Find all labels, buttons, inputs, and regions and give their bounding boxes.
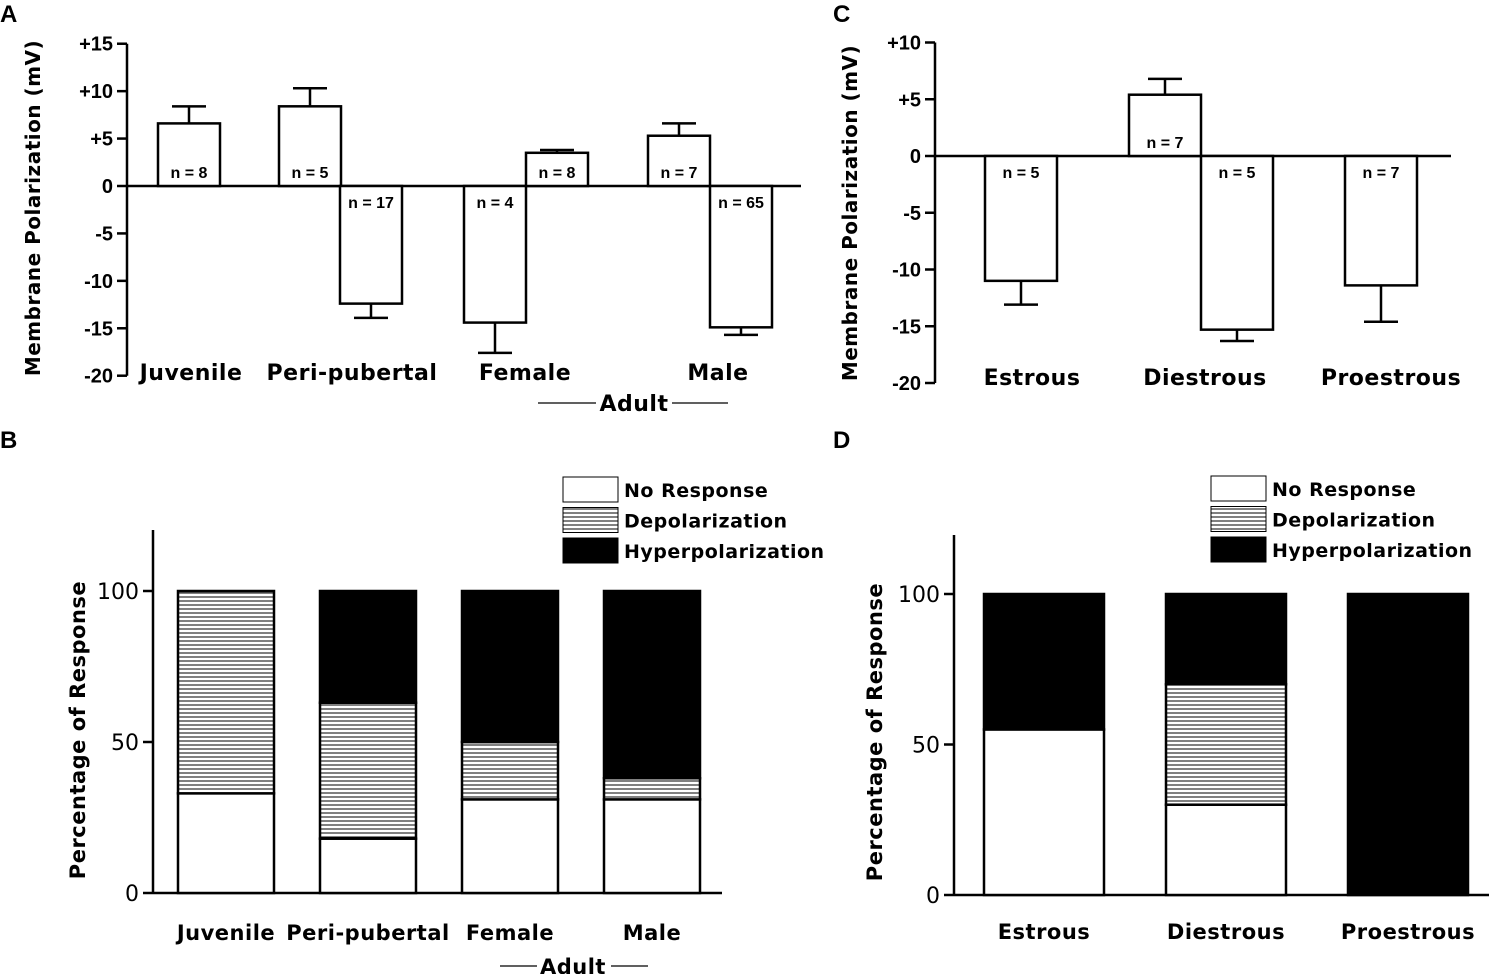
y-tick-label: 100 <box>898 583 940 608</box>
y-tick-label: -10 <box>892 260 921 282</box>
y-tick-label: -10 <box>84 271 113 293</box>
segment-estrous-hyperpolarization <box>982 592 1106 731</box>
y-tick-label: +5 <box>898 89 921 111</box>
y-tick-label: 0 <box>125 882 139 907</box>
x-category-label: Juvenile <box>175 921 275 945</box>
y-tick-label: +10 <box>887 33 921 55</box>
bar-proestrous-hyperpolarization <box>1343 154 1419 287</box>
bar-female-depolarization <box>646 134 712 188</box>
y-tick-label: -20 <box>84 366 113 388</box>
bar-diestrous-depolarization <box>1127 93 1203 158</box>
y-tick-label: 0 <box>102 176 113 198</box>
n-label: n = 4 <box>477 195 514 212</box>
x-category-label: Proestrous <box>1341 920 1475 944</box>
x-category-label: Juvenile <box>138 361 243 386</box>
segment-diestrous-no-response <box>1164 803 1288 897</box>
segment-female-depolarization <box>460 740 560 801</box>
panel-letter-c: C <box>833 1 850 28</box>
n-label: n = 8 <box>539 165 576 182</box>
x-category-label: Peri-pubertal <box>267 361 438 386</box>
y-axis-label: Percentage of Response <box>66 581 90 879</box>
x-category-label: Female <box>466 921 554 945</box>
segment-female-no-response <box>460 798 560 895</box>
n-label: n = 65 <box>718 195 764 212</box>
n-label: n = 7 <box>661 165 698 182</box>
panel-a-chart: +15 +10 +5 0 -5 -10 -15 -20 Membrane Polarizatio… <box>21 34 801 417</box>
panel-c-chart: +10 +5 0 -5 -10 -15 -20 Membrane Polarization (… <box>838 33 1461 396</box>
y-axis-label: Membrane Polarization (mV) <box>838 45 862 381</box>
x-category-label: Diestrous <box>1143 366 1267 391</box>
segment-peri-pubertal-depolarization <box>318 701 418 840</box>
x-category-label: Male <box>687 361 748 386</box>
legend-label-depolarization: Depolarization <box>1272 510 1436 532</box>
y-axis-label: Membrane Polarization (mV) <box>21 40 45 376</box>
bar-estrous-hyperpolarization <box>983 154 1059 283</box>
segment-juvenile-no-response <box>176 792 276 895</box>
segment-male-no-response <box>602 798 702 895</box>
n-label: n = 8 <box>171 165 208 182</box>
bar-male-depolarization <box>524 151 590 188</box>
panel-letter-a: A <box>0 1 17 28</box>
bar-female-hyperpolarization <box>338 184 404 305</box>
segment-male-depolarization <box>602 776 702 801</box>
legend-swatch-depolarization <box>1210 506 1267 532</box>
y-tick-label: +15 <box>79 34 113 56</box>
y-tick-label: 100 <box>97 580 139 605</box>
n-label: n = 5 <box>292 165 329 182</box>
segment-diestrous-hyperpolarization <box>1164 592 1288 686</box>
y-axis-label: Percentage of Response <box>863 583 887 881</box>
x-category-label: Proestrous <box>1321 366 1461 391</box>
n-label: n = 7 <box>1147 135 1184 152</box>
legend-swatch-hyperpolarization <box>562 537 619 564</box>
segment-juvenile-depolarization <box>176 589 276 795</box>
segment-male-hyperpolarization <box>602 589 702 780</box>
segment-female-hyperpolarization <box>460 589 560 744</box>
x-category-label: Estrous <box>998 920 1091 944</box>
n-label: n = 7 <box>1363 165 1400 182</box>
segment-peri-pubertal-no-response <box>318 837 418 895</box>
legend-swatch-no-response <box>1210 475 1267 502</box>
bar-male-hyperpolarization <box>708 184 774 329</box>
legend-label-no-response: No Response <box>624 480 768 502</box>
n-label: n = 5 <box>1219 165 1256 182</box>
segment-diestrous-depolarization <box>1164 683 1288 806</box>
segment-estrous-no-response <box>982 728 1106 897</box>
y-tick-label: +10 <box>79 81 113 103</box>
y-tick-label: -15 <box>892 316 921 338</box>
legend-swatch-no-response <box>562 476 619 503</box>
panel-b-chart: 100 50 0 Percentage of Response Juvenile Peri… <box>66 476 825 974</box>
bar-diestrous-hyperpolarization <box>1199 154 1275 331</box>
y-tick-label: -15 <box>84 318 113 340</box>
segment-proestrous-hyperpolarization <box>1346 592 1470 897</box>
n-label: n = 5 <box>1003 165 1040 182</box>
x-category-label: Estrous <box>984 366 1081 391</box>
n-label: n = 17 <box>348 195 394 212</box>
legend-label-no-response: No Response <box>1272 479 1416 501</box>
bar-peri-pubertal-hyperpolarization <box>462 184 528 324</box>
x-category-label: Female <box>479 361 571 386</box>
group-label-adult: Adult <box>600 392 669 417</box>
y-tick-label: -5 <box>95 223 113 245</box>
y-tick-label: 0 <box>910 146 921 168</box>
segment-peri-pubertal-hyperpolarization <box>318 589 418 704</box>
y-tick-label: -5 <box>903 203 921 225</box>
x-category-label: Male <box>623 921 682 945</box>
x-category-label: Peri-pubertal <box>286 921 449 945</box>
legend-label-hyperpolarization: Hyperpolarization <box>624 541 825 563</box>
panel-letter-d: D <box>833 427 850 454</box>
y-tick-label: 0 <box>926 884 940 909</box>
y-tick-label: +5 <box>90 129 113 151</box>
y-tick-label: 50 <box>111 731 139 756</box>
panel-letter-b: B <box>0 427 17 454</box>
group-label-adult: Adult <box>540 955 606 974</box>
legend-swatch-depolarization <box>562 507 619 533</box>
panel-d-chart: 100 50 0 Percentage of Response Estrous Diest… <box>863 475 1489 944</box>
legend-label-hyperpolarization: Hyperpolarization <box>1272 540 1473 562</box>
y-tick-label: 50 <box>912 734 940 759</box>
legend-swatch-hyperpolarization <box>1210 536 1267 563</box>
legend-label-depolarization: Depolarization <box>624 511 788 533</box>
x-category-label: Diestrous <box>1167 920 1285 944</box>
y-tick-label: -20 <box>892 373 921 395</box>
